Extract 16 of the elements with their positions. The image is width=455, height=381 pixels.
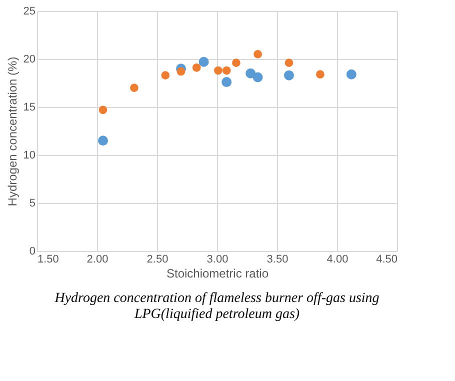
x-tick-label: 4.50 [376, 254, 398, 266]
y-tick-label: 10 [23, 150, 36, 162]
y-tick-label: 25 [23, 6, 36, 18]
y-tick-label: 5 [29, 198, 36, 210]
x-tick-label: 2.50 [146, 254, 168, 266]
x-tick-label: 2.00 [86, 254, 108, 266]
x-tick-label: 1.50 [38, 254, 59, 266]
x-tick-label: 3.50 [266, 254, 288, 266]
y-tick-label: 20 [23, 54, 36, 66]
y-axis-title: Hydrogen concentration (%) [5, 56, 20, 206]
x-axis-title: Stoichiometric ratio [166, 266, 269, 280]
y-tick-label: 0 [29, 246, 36, 258]
x-tick-label: 4.00 [326, 254, 348, 266]
x-tick-label: 3.00 [206, 254, 228, 266]
text: Hydrogen concentration of flameless burner off-gas using LPG(liquified petroleum gas) [54, 291, 380, 322]
y-tick-label: 15 [23, 102, 36, 114]
